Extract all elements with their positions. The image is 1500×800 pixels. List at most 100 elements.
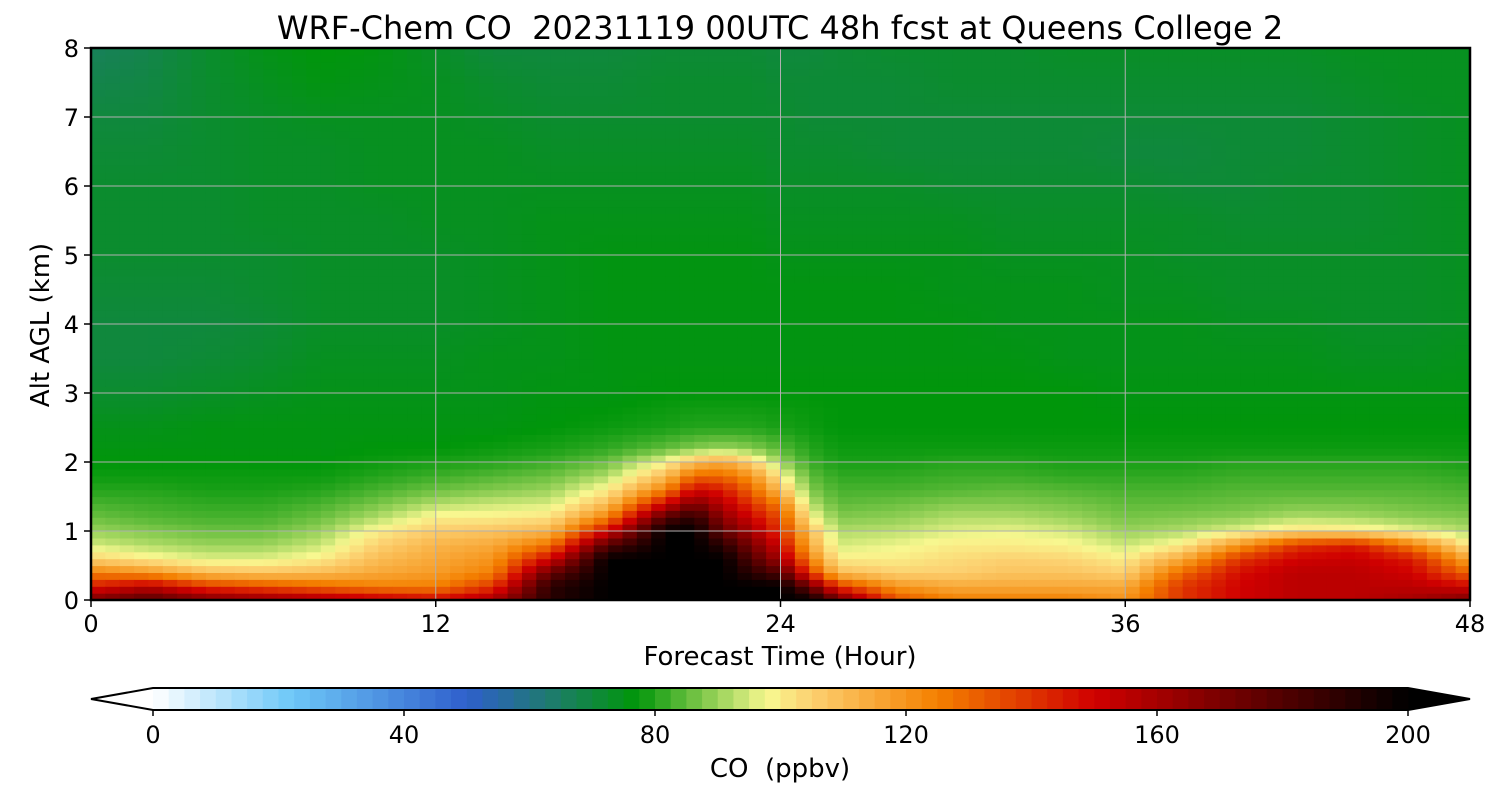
heatmap-cell	[320, 303, 336, 311]
heatmap-cell	[191, 144, 207, 153]
heatmap-cell	[407, 199, 422, 208]
heatmap-cell	[866, 234, 882, 242]
heatmap-cell	[521, 234, 537, 242]
heatmap-cell	[924, 510, 940, 518]
heatmap-cell	[636, 130, 652, 139]
heatmap-cell	[924, 317, 940, 325]
heatmap-cell	[435, 593, 451, 600]
heatmap-cell	[521, 524, 537, 532]
heatmap-cell	[119, 455, 135, 463]
heatmap-cell	[521, 344, 537, 353]
heatmap-cell	[708, 413, 724, 422]
heatmap-cell	[148, 393, 164, 401]
heatmap-cell	[421, 282, 437, 291]
heatmap-cell	[105, 537, 121, 546]
heatmap-cell	[205, 82, 221, 90]
heatmap-cell	[593, 282, 609, 291]
heatmap-cell	[493, 379, 509, 387]
heatmap-cell	[837, 255, 853, 263]
heatmap-cell	[952, 468, 968, 477]
heatmap-cell	[134, 455, 150, 463]
heatmap-cell	[134, 186, 150, 194]
heatmap-cell	[521, 165, 537, 173]
heatmap-cell	[363, 537, 379, 546]
heatmap-cell	[881, 551, 897, 560]
heatmap-cell	[220, 531, 236, 539]
heatmap-cell	[119, 503, 135, 511]
heatmap-cell	[852, 282, 868, 291]
heatmap-cell	[852, 261, 868, 270]
heatmap-cell	[205, 261, 221, 270]
heatmap-cell	[392, 531, 408, 539]
heatmap-cell	[780, 82, 796, 90]
heatmap-cell	[148, 303, 164, 311]
heatmap-cell	[895, 531, 911, 539]
heatmap-cell	[823, 296, 839, 304]
heatmap-cell	[378, 365, 394, 373]
heatmap-cell	[234, 103, 250, 111]
heatmap-cell	[392, 537, 408, 546]
heatmap-cell	[349, 144, 365, 153]
heatmap-cell	[751, 227, 767, 235]
heatmap-cell	[651, 455, 667, 463]
heatmap-cell	[866, 317, 882, 325]
heatmap-cell	[938, 448, 954, 456]
heatmap-cell	[392, 558, 408, 567]
heatmap-cell	[277, 399, 293, 408]
heatmap-cell	[234, 289, 250, 297]
heatmap-cell	[550, 324, 566, 332]
heatmap-cell	[493, 448, 509, 456]
heatmap-cell	[550, 462, 566, 470]
heatmap-cell	[866, 358, 882, 366]
heatmap-cell	[837, 413, 853, 422]
heatmap-cell	[478, 537, 494, 546]
heatmap-cell	[737, 593, 753, 600]
heatmap-cell	[866, 151, 882, 159]
heatmap-cell	[162, 551, 178, 560]
heatmap-cell	[751, 393, 767, 401]
heatmap-cell	[407, 96, 422, 104]
heatmap-cell	[148, 158, 164, 166]
heatmap-cell	[665, 282, 681, 291]
heatmap-cell	[292, 475, 308, 484]
heatmap-cell	[909, 420, 925, 429]
heatmap-cell	[378, 186, 394, 194]
heatmap-cell	[220, 213, 236, 222]
heatmap-cell	[665, 455, 681, 463]
heatmap-cell	[924, 393, 940, 401]
heatmap-cell	[205, 227, 221, 235]
heatmap-cell	[205, 213, 221, 222]
heatmap-cell	[536, 517, 552, 525]
heatmap-cell	[766, 372, 782, 380]
heatmap-cell	[220, 103, 236, 111]
heatmap-cell	[320, 151, 336, 159]
heatmap-cell	[220, 137, 236, 146]
heatmap-cell	[435, 151, 451, 159]
heatmap-cell	[924, 227, 940, 235]
heatmap-cell	[608, 475, 624, 484]
heatmap-cell	[952, 220, 968, 228]
heatmap-cell	[593, 103, 609, 111]
heatmap-cell	[521, 386, 537, 394]
heatmap-cell	[766, 572, 782, 580]
heatmap-cell	[565, 496, 580, 504]
heatmap-cell	[464, 351, 480, 360]
heatmap-cell	[407, 186, 422, 194]
heatmap-cell	[809, 96, 825, 104]
heatmap-cell	[91, 96, 106, 104]
heatmap-cell	[608, 468, 624, 477]
heatmap-cell	[392, 192, 408, 201]
heatmap-cell	[450, 68, 466, 77]
heatmap-cell	[780, 330, 796, 339]
heatmap-cell	[708, 531, 724, 539]
heatmap-cell	[148, 310, 164, 318]
heatmap-cell	[837, 192, 853, 201]
heatmap-cell	[407, 220, 422, 228]
heatmap-cell	[751, 103, 767, 111]
heatmap-cell	[766, 489, 782, 498]
heatmap-cell	[938, 172, 954, 180]
heatmap-cell	[363, 427, 379, 435]
heatmap-cell	[766, 496, 782, 504]
heatmap-cell	[292, 358, 308, 366]
heatmap-cell	[636, 158, 652, 166]
